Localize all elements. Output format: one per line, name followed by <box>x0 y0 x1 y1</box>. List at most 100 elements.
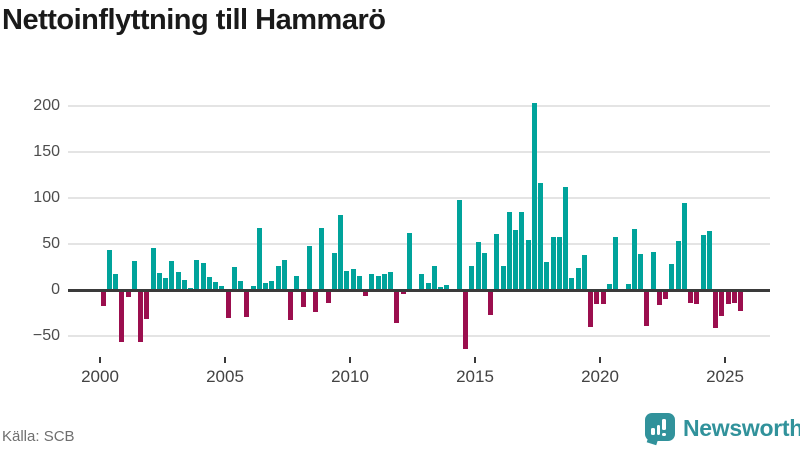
brand-name: Newsworthy <box>683 415 800 441</box>
bar-2018-Q3 <box>563 186 569 290</box>
bar-2018-Q4 <box>569 278 575 290</box>
x-axis-tick-2010 <box>349 357 351 363</box>
bar-2012-Q4 <box>419 274 425 290</box>
bar-2019-Q4 <box>594 290 600 304</box>
y-axis-label--50: −50 <box>32 327 60 344</box>
x-axis-tick-2020 <box>599 357 601 363</box>
bar-2009-Q2 <box>331 253 337 290</box>
bar-2021-Q1 <box>625 283 631 290</box>
bar-2010-Q3 <box>363 290 369 297</box>
bar-2002-Q4 <box>169 260 175 290</box>
x-axis-label-2000: 2000 <box>81 367 119 386</box>
bar-2005-Q1 <box>225 290 231 318</box>
gridline-y-100 <box>68 197 770 199</box>
x-axis-label-2005: 2005 <box>206 367 244 386</box>
bar-2004-Q2 <box>206 277 212 290</box>
bar-2023-Q2 <box>681 202 687 290</box>
bar-2004-Q1 <box>200 263 206 290</box>
bar-2008-Q2 <box>306 245 312 290</box>
bar-2007-Q4 <box>294 276 300 290</box>
bar-2023-Q1 <box>675 241 681 290</box>
bar-2010-Q4 <box>369 274 375 290</box>
bar-2006-Q2 <box>256 228 262 290</box>
bar-2001-Q3 <box>138 290 144 342</box>
bar-2007-Q2 <box>281 259 287 290</box>
bar-2015-Q3 <box>488 290 494 315</box>
bar-2000-Q1 <box>100 290 106 306</box>
chart-title: Nettoinflyttning till Hammarö <box>2 4 386 36</box>
x-axis-tick-2000 <box>99 357 101 363</box>
x-axis-tick-2025 <box>724 357 726 363</box>
bar-2021-Q3 <box>638 254 644 290</box>
x-axis-label-2010: 2010 <box>331 367 369 386</box>
bar-2020-Q3 <box>613 236 619 290</box>
bar-2024-Q3 <box>713 290 719 328</box>
bar-2017-Q1 <box>525 240 531 290</box>
zero-line <box>68 288 770 292</box>
bar-2008-Q3 <box>313 290 319 313</box>
bar-2014-Q3 <box>463 290 469 349</box>
bar-2012-Q1 <box>400 290 406 294</box>
bar-2000-Q3 <box>113 274 119 290</box>
bar-2007-Q1 <box>275 266 281 290</box>
bar-2022-Q3 <box>663 290 669 300</box>
gridline-y-200 <box>68 105 770 107</box>
bar-2000-Q2 <box>106 250 112 290</box>
bar-2004-Q3 <box>213 281 219 290</box>
bar-2019-Q1 <box>575 267 581 290</box>
bar-2011-Q4 <box>394 290 400 324</box>
bar-2001-Q2 <box>131 260 137 290</box>
bar-2011-Q3 <box>388 271 394 290</box>
bar-2011-Q2 <box>381 274 387 290</box>
bar-2022-Q1 <box>650 252 656 290</box>
bar-2005-Q2 <box>231 267 237 290</box>
bar-2024-Q4 <box>719 290 725 316</box>
bar-2019-Q2 <box>581 255 587 290</box>
bar-2013-Q1 <box>425 282 431 290</box>
gridline-y-150 <box>68 151 770 153</box>
bar-2016-Q3 <box>513 230 519 290</box>
bar-2013-Q4 <box>444 285 450 290</box>
bar-2024-Q1 <box>700 234 706 290</box>
x-axis-label-2025: 2025 <box>706 367 744 386</box>
bar-2002-Q2 <box>156 272 162 290</box>
x-axis-tick-2005 <box>224 357 226 363</box>
source-attribution: Källa: SCB <box>2 428 75 445</box>
bar-2016-Q1 <box>500 266 506 290</box>
bar-2018-Q1 <box>550 236 556 290</box>
bar-2022-Q2 <box>656 290 662 305</box>
bar-2017-Q2 <box>531 103 537 290</box>
bar-2014-Q4 <box>469 266 475 290</box>
bar-2020-Q1 <box>600 290 606 304</box>
bar-2004-Q4 <box>219 286 225 290</box>
newsworthy-logo: Newsworthy <box>645 412 800 446</box>
bar-2018-Q2 <box>556 236 562 290</box>
bar-2011-Q1 <box>375 276 381 290</box>
x-axis-tick-2015 <box>474 357 476 363</box>
bar-2023-Q3 <box>688 290 694 303</box>
gridline-y--50 <box>68 335 770 337</box>
y-axis-label-200: 200 <box>33 97 60 114</box>
bar-2001-Q4 <box>144 290 150 320</box>
bar-2025-Q1 <box>725 290 731 304</box>
y-axis-label-100: 100 <box>33 189 60 206</box>
bar-2006-Q1 <box>250 286 256 290</box>
bar-2003-Q2 <box>181 279 187 290</box>
bar-2006-Q3 <box>263 282 269 290</box>
bar-2020-Q2 <box>606 284 612 290</box>
bar-2000-Q4 <box>119 290 125 342</box>
bar-2005-Q4 <box>244 290 250 317</box>
bar-2010-Q2 <box>356 276 362 290</box>
bar-2015-Q4 <box>494 233 500 290</box>
bar-2010-Q1 <box>350 268 356 290</box>
bar-2023-Q4 <box>694 290 700 304</box>
bar-2007-Q3 <box>288 290 294 321</box>
bar-2009-Q4 <box>344 270 350 290</box>
bar-2025-Q2 <box>731 290 737 303</box>
x-axis-label-2020: 2020 <box>581 367 619 386</box>
bar-2009-Q3 <box>338 214 344 290</box>
bar-2008-Q4 <box>319 228 325 290</box>
bar-2005-Q3 <box>238 280 244 290</box>
bar-2021-Q2 <box>631 229 637 290</box>
bar-2021-Q4 <box>644 290 650 326</box>
